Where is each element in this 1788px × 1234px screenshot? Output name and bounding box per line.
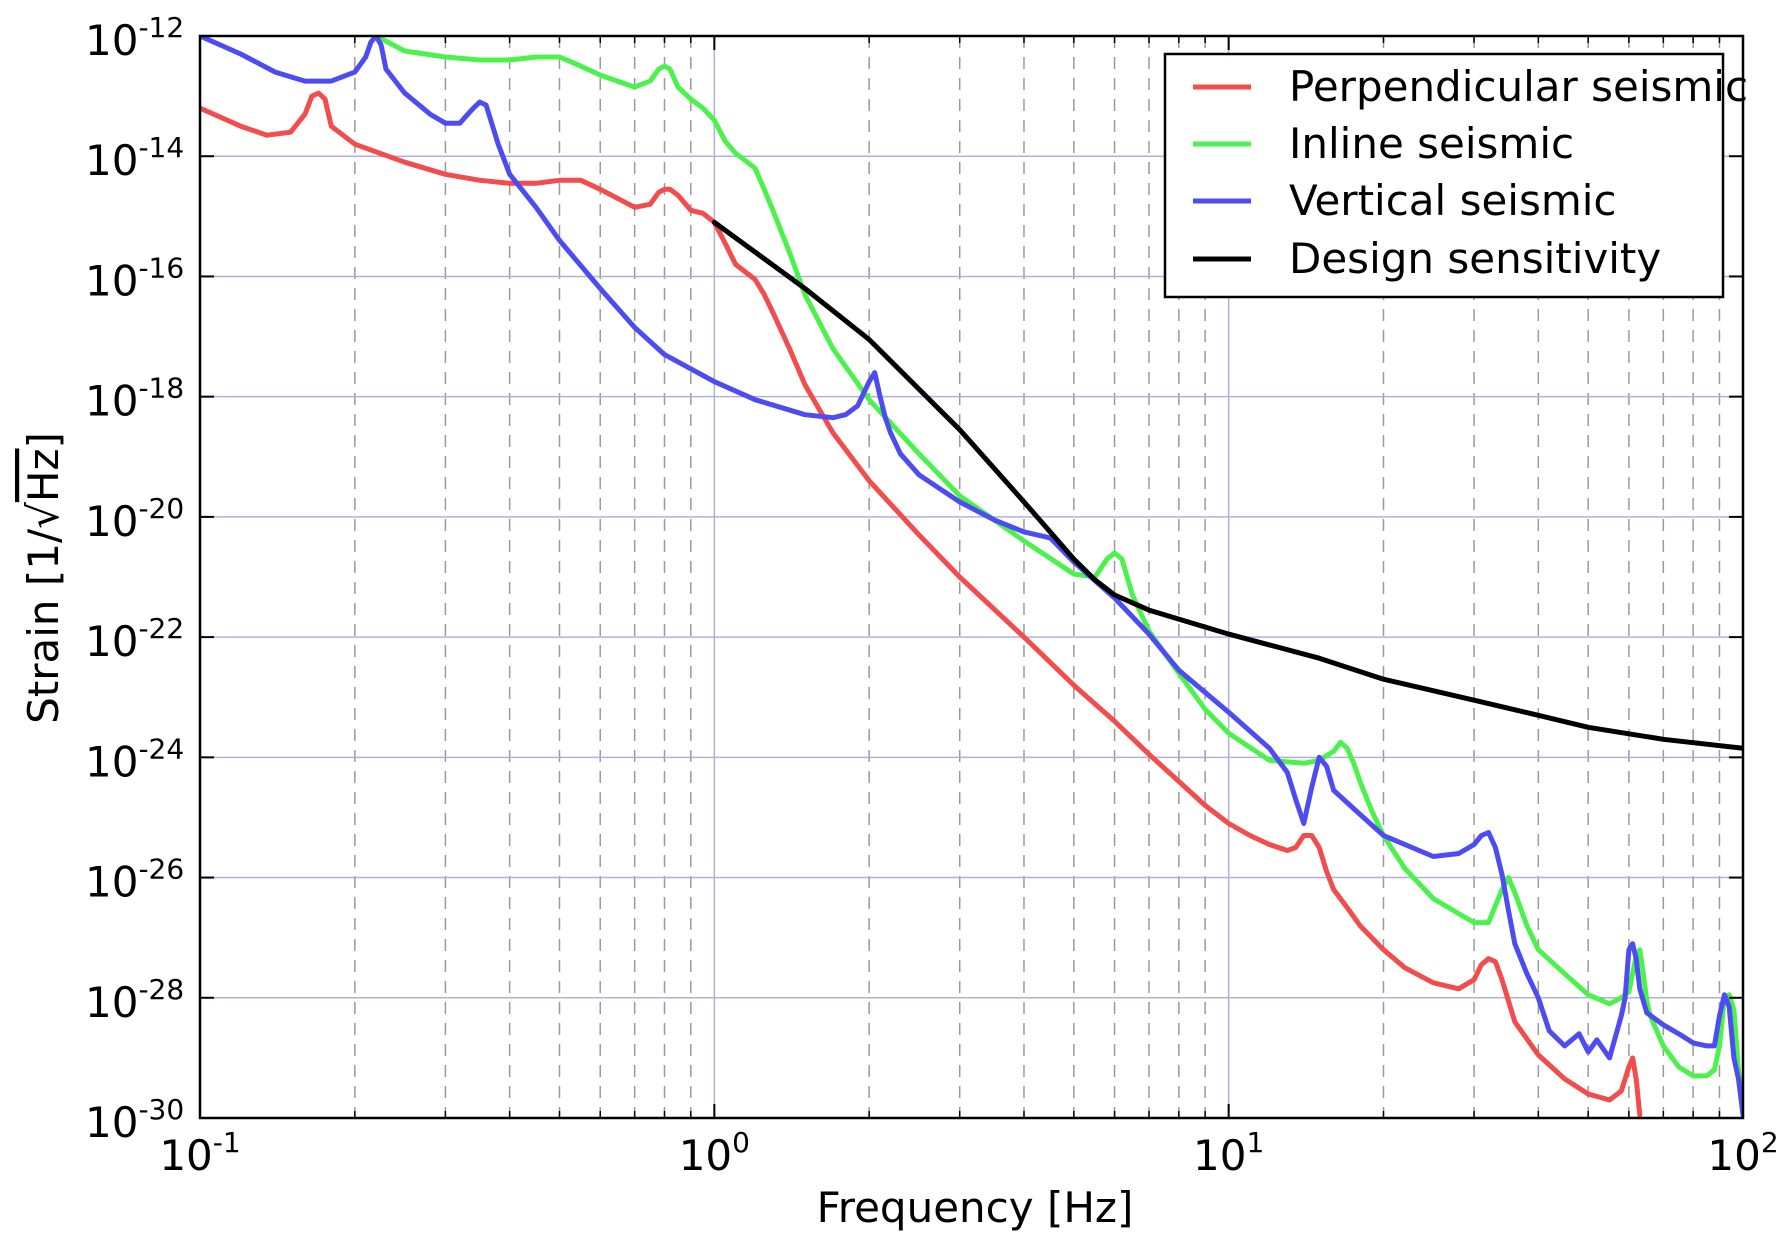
- y-tick-label: 10-28: [85, 973, 184, 1027]
- y-tick-label: 10-14: [85, 131, 184, 185]
- legend-item: Vertical seismic: [1193, 176, 1617, 225]
- y-tick-label: 10-22: [85, 612, 184, 666]
- series-line-vertical-seismic: [200, 36, 1743, 1118]
- y-axis-label-prefix: Strain [1/: [19, 528, 68, 724]
- y-tick-label: 10-24: [85, 732, 184, 786]
- series-line-inline-seismic: [373, 36, 1743, 1118]
- y-axis-label-suffix: ]: [19, 432, 68, 448]
- x-tick-label: 100: [679, 1126, 750, 1180]
- x-tick-label: 102: [1707, 1126, 1778, 1180]
- y-tick-label: 10-30: [85, 1093, 184, 1147]
- legend: Perpendicular seismic Inline seismic Ver…: [1163, 52, 1748, 299]
- legend-label: Design sensitivity: [1289, 234, 1661, 283]
- x-tick-labels: 10-1 100 101 102: [159, 1126, 1778, 1180]
- plot-series: [200, 36, 1743, 1118]
- legend-label: Perpendicular seismic: [1289, 62, 1748, 111]
- x-axis-label: Frequency [Hz]: [817, 1183, 1134, 1232]
- plot-frame: [198, 34, 1745, 1120]
- legend-frame: [1163, 52, 1725, 299]
- tick-marks: [199, 35, 1744, 1119]
- y-tick-label: 10-20: [85, 492, 184, 546]
- y-axis-label: Strain [1/√Hz]: [19, 432, 68, 724]
- y-tick-label: 10-16: [85, 251, 184, 305]
- y-tick-labels: 10-12 10-14 10-16 10-18 10-20 10-22 10-24 10-26…: [85, 11, 184, 1147]
- x-tick-label: 101: [1193, 1126, 1264, 1180]
- svg-text:Strain [1/√Hz]: Strain [1/√Hz]: [19, 432, 68, 724]
- y-tick-label: 10-26: [85, 853, 184, 907]
- sqrt-symbol: √: [19, 502, 68, 529]
- series-line-perpendicular-seismic: [200, 90, 1643, 1118]
- y-axis-label-sqrt-arg: Hz: [19, 448, 68, 502]
- legend-item: Design sensitivity: [1193, 234, 1661, 283]
- x-tick-label: 10-1: [159, 1126, 240, 1180]
- legend-label: Inline seismic: [1289, 119, 1574, 168]
- y-tick-label: 10-18: [85, 372, 184, 426]
- legend-item: Perpendicular seismic: [1193, 62, 1748, 111]
- legend-item: Inline seismic: [1193, 119, 1574, 168]
- y-tick-label: 10-12: [85, 11, 184, 65]
- legend-label: Vertical seismic: [1289, 176, 1617, 225]
- series-line-design-sensitivity: [711, 219, 1743, 751]
